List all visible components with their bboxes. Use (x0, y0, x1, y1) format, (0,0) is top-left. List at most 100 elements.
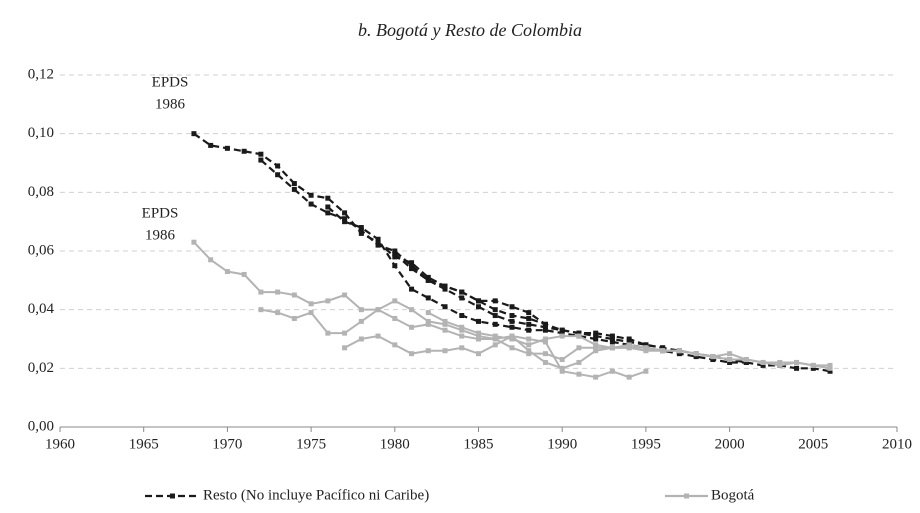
point (392, 315, 398, 321)
point (258, 289, 264, 295)
x-tick-label: 1990 (547, 436, 577, 452)
point (342, 219, 348, 225)
point (693, 354, 699, 360)
point (291, 181, 297, 187)
point (626, 339, 632, 345)
x-tick-label: 2005 (798, 436, 828, 452)
point (358, 230, 364, 236)
point (459, 289, 465, 295)
point (509, 324, 515, 330)
point (593, 330, 599, 336)
point (392, 248, 398, 254)
point (626, 374, 632, 380)
x-tick-label: 1975 (296, 436, 326, 452)
point (442, 283, 448, 289)
point (375, 236, 381, 242)
point (559, 330, 565, 336)
point (509, 304, 515, 310)
point (542, 339, 548, 345)
point (542, 327, 548, 333)
point (442, 304, 448, 310)
point (693, 351, 699, 357)
point (358, 307, 364, 313)
legend-label: Bogotá (711, 487, 755, 503)
point (810, 365, 816, 371)
point (425, 348, 431, 354)
point (224, 145, 230, 151)
point (392, 254, 398, 260)
point (526, 348, 532, 354)
point (241, 271, 247, 277)
point (291, 315, 297, 321)
point (576, 330, 582, 336)
point (827, 362, 833, 368)
point (593, 374, 599, 380)
series-line (193, 132, 547, 326)
annotation: EPDS (142, 205, 179, 221)
point (643, 345, 649, 351)
point (827, 368, 833, 374)
point (576, 359, 582, 365)
point (258, 307, 264, 313)
point (492, 342, 498, 348)
point (425, 318, 431, 324)
point (743, 357, 749, 363)
point (459, 313, 465, 319)
point (810, 362, 816, 368)
point (542, 321, 548, 327)
point (794, 359, 800, 365)
point (526, 351, 532, 357)
point (526, 336, 532, 342)
point (777, 359, 783, 365)
point (358, 227, 364, 233)
point (593, 336, 599, 342)
point (526, 327, 532, 333)
point (609, 345, 615, 351)
point (392, 251, 398, 257)
point (375, 333, 381, 339)
point (425, 321, 431, 327)
point (710, 354, 716, 360)
point (643, 368, 649, 374)
point (308, 310, 314, 316)
point (794, 365, 800, 371)
point (609, 368, 615, 374)
point (676, 351, 682, 357)
point (342, 216, 348, 222)
point (676, 348, 682, 354)
point (626, 336, 632, 342)
point (392, 263, 398, 269)
point (559, 365, 565, 371)
point (191, 131, 197, 137)
point (442, 348, 448, 354)
point (542, 359, 548, 365)
point (727, 359, 733, 365)
point (476, 304, 481, 310)
series-line (327, 206, 747, 364)
point (609, 336, 615, 342)
point (710, 357, 716, 363)
point (241, 148, 247, 154)
point (526, 321, 532, 327)
point (593, 342, 599, 348)
point (576, 333, 582, 339)
point (542, 336, 548, 342)
point (425, 310, 431, 316)
point (308, 192, 314, 198)
point (660, 345, 666, 351)
point (325, 298, 331, 304)
point (492, 298, 498, 304)
point (275, 289, 281, 295)
point (358, 336, 364, 342)
point (559, 357, 565, 363)
point (308, 301, 314, 307)
y-tick-label: 0,00 (28, 418, 54, 434)
point (442, 286, 448, 292)
point (492, 313, 498, 319)
chart-title: b. Bogotá y Resto de Colombia (358, 20, 582, 40)
point (459, 327, 465, 333)
point (409, 263, 415, 269)
point (224, 269, 230, 275)
series-line (394, 253, 831, 373)
series-line (260, 159, 663, 349)
